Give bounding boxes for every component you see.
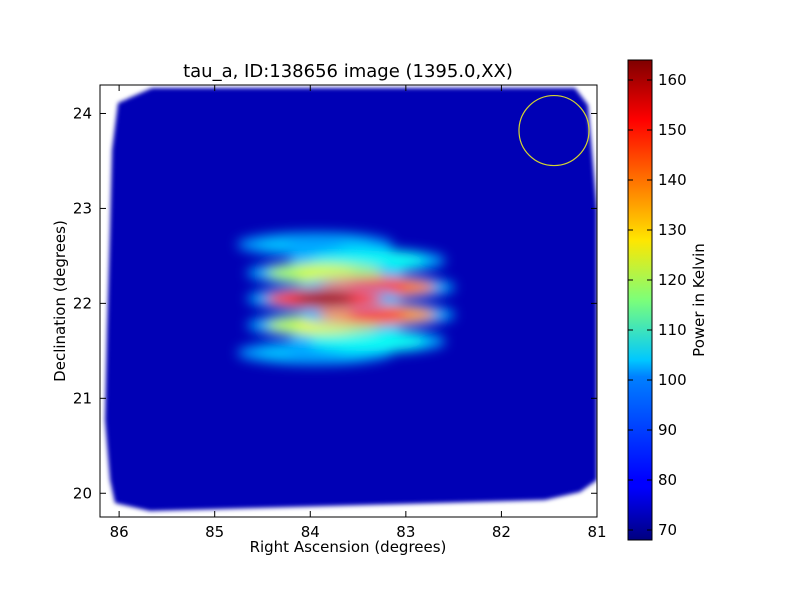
colorbar-tick-label: 140 (658, 171, 687, 189)
x-tick-label: 86 (110, 523, 129, 541)
colorbar-tick-label: 90 (658, 421, 677, 439)
y-axis: 20 21 22 23 24 (73, 104, 597, 502)
colorbar-tick-label: 160 (658, 71, 687, 89)
x-axis-label: Right Ascension (degrees) (250, 538, 447, 556)
fringe-peak (347, 308, 407, 322)
fringe-peak (285, 237, 345, 252)
y-tick-label: 21 (73, 389, 92, 407)
fringe-peak (294, 292, 355, 306)
colorbar-tick-label: 120 (658, 271, 687, 289)
colorbar-tick-label: 80 (658, 471, 677, 489)
plot-frame (99, 84, 598, 518)
x-axis: 86 85 84 83 82 81 (110, 85, 607, 541)
colorbar-tick-label: 70 (658, 521, 677, 539)
colorbar-gradient (627, 59, 653, 541)
source-fringes (237, 232, 456, 365)
chart-title: tau_a, ID:138656 image (1395.0,XX) (183, 61, 513, 82)
y-axis-label: Declination (degrees) (51, 220, 69, 382)
x-tick-label: 85 (205, 523, 224, 541)
colorbar-tick-label: 110 (658, 321, 687, 339)
x-tick-label: 84 (301, 523, 320, 541)
fringe-peak (294, 266, 355, 280)
x-tick-label: 82 (492, 523, 511, 541)
y-tick-label: 23 (73, 199, 92, 217)
colorbar-ticks: 70 80 90 100 110 120 130 140 150 160 (628, 71, 687, 539)
y-tick-label: 22 (73, 294, 92, 312)
beam-circle (518, 94, 590, 167)
plot-area (105, 88, 597, 511)
colorbar: 70 80 90 100 110 120 130 140 150 160 Power in Kel… (627, 59, 708, 541)
y-tick-label: 24 (73, 104, 92, 122)
colorbar-tick-label: 130 (658, 221, 687, 239)
fringe-peak (337, 334, 398, 348)
heatmap-image (105, 88, 597, 511)
colorbar-label: Power in Kelvin (690, 243, 708, 357)
x-tick-label: 83 (396, 523, 415, 541)
x-tick-label: 81 (587, 523, 606, 541)
y-tick-label: 20 (73, 484, 92, 502)
colorbar-tick-label: 100 (658, 371, 687, 389)
colorbar-tick-label: 150 (658, 121, 687, 139)
